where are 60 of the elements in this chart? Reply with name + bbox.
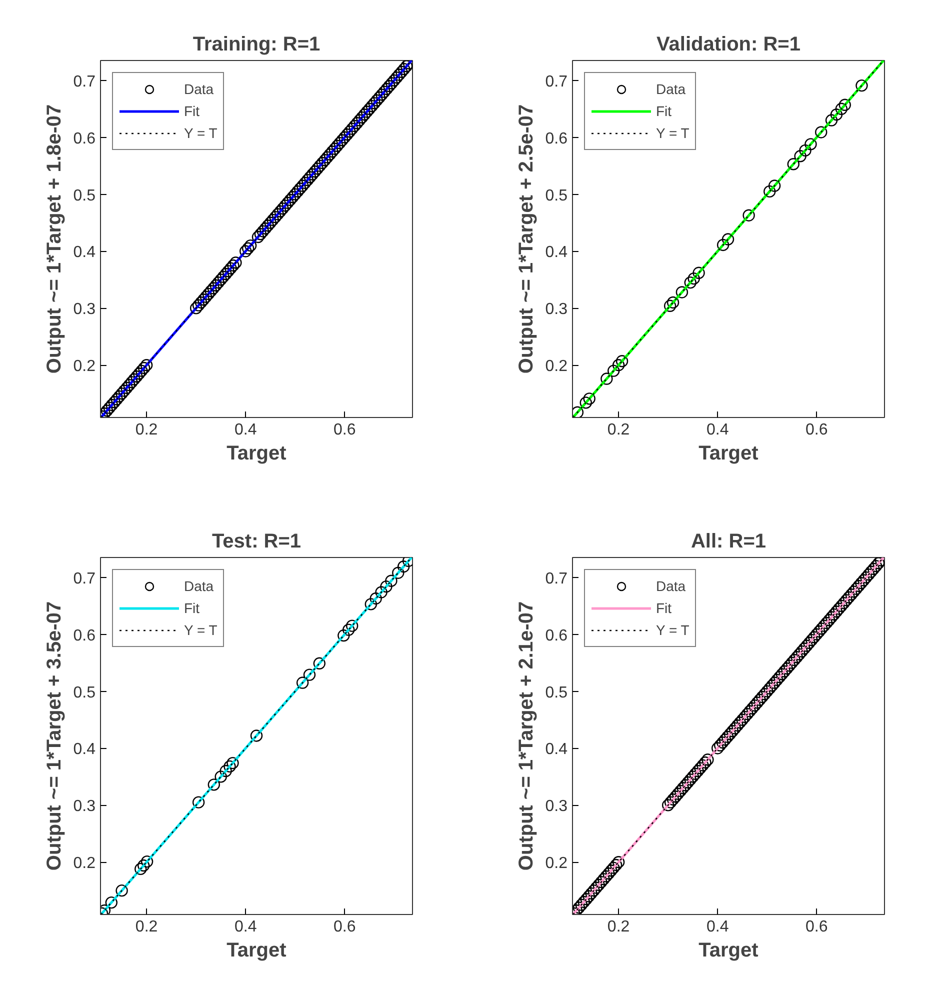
x-axis-title: Target bbox=[226, 940, 287, 962]
y-tick-label: 0.5 bbox=[545, 187, 568, 204]
y-tick-label: 0.6 bbox=[545, 627, 568, 644]
legend-label: Data bbox=[184, 81, 214, 97]
legend-label: Y = T bbox=[656, 622, 690, 638]
y-tick-label: 0.7 bbox=[73, 570, 96, 588]
y-tick-label: 0.3 bbox=[545, 798, 568, 816]
x-tick-label: 0.2 bbox=[607, 918, 630, 936]
y-tick-label: 0.7 bbox=[545, 570, 568, 588]
y-tick-label: 0.2 bbox=[545, 855, 568, 872]
x-tick-label: 0.2 bbox=[135, 918, 158, 936]
chart-title: Test: R=1 bbox=[212, 530, 302, 552]
legend-label: Data bbox=[656, 81, 686, 97]
x-tick-label: 0.6 bbox=[806, 918, 828, 936]
legend-label: Fit bbox=[656, 103, 673, 119]
x-axis-title: Target bbox=[698, 940, 759, 962]
legend-label: Y = T bbox=[656, 125, 690, 141]
x-tick-label: 0.4 bbox=[706, 918, 729, 936]
y-tick-label: 0.5 bbox=[73, 684, 96, 702]
x-tick-label: 0.2 bbox=[607, 422, 630, 438]
x-axis-title: Target bbox=[698, 442, 759, 464]
y-axis-title: Output ~= 1*Target + 3.5e-07 bbox=[43, 601, 66, 871]
y-tick-label: 0.6 bbox=[73, 627, 96, 644]
y-tick-label: 0.4 bbox=[73, 741, 96, 758]
x-tick-label: 0.4 bbox=[234, 422, 257, 438]
y-axis-title: Output ~= 1*Target + 2.1e-07 bbox=[515, 601, 538, 871]
x-tick-label: 0.6 bbox=[806, 422, 828, 438]
y-tick-label: 0.2 bbox=[73, 855, 96, 872]
y-tick-label: 0.2 bbox=[545, 358, 568, 376]
legend-label: Y = T bbox=[184, 125, 218, 141]
y-tick-label: 0.2 bbox=[73, 358, 96, 376]
y-tick-label: 0.5 bbox=[545, 684, 568, 702]
chart-title: All: R=1 bbox=[690, 530, 766, 552]
legend-label: Fit bbox=[184, 103, 201, 119]
y-tick-label: 0.5 bbox=[73, 187, 96, 204]
legend-label: Fit bbox=[184, 600, 201, 616]
y-tick-label: 0.7 bbox=[73, 73, 96, 90]
y-tick-label: 0.3 bbox=[545, 301, 568, 318]
legend-label: Data bbox=[656, 578, 686, 594]
legend-label: Fit bbox=[656, 600, 673, 616]
y-axis-title: Output ~= 1*Target + 1.8e-07 bbox=[43, 104, 66, 374]
legend-label: Y = T bbox=[184, 622, 218, 638]
y-tick-label: 0.4 bbox=[545, 244, 568, 262]
x-tick-label: 0.4 bbox=[706, 422, 729, 438]
y-tick-label: 0.6 bbox=[545, 130, 568, 148]
y-tick-label: 0.3 bbox=[73, 798, 96, 816]
y-tick-label: 0.4 bbox=[73, 244, 96, 262]
x-tick-label: 0.2 bbox=[135, 422, 158, 438]
x-tick-label: 0.6 bbox=[334, 422, 356, 438]
y-axis-title: Output ~= 1*Target + 2.5e-07 bbox=[515, 104, 538, 374]
legend-label: Data bbox=[184, 578, 214, 594]
y-tick-label: 0.3 bbox=[73, 301, 96, 318]
chart-title: Validation: R=1 bbox=[656, 34, 800, 56]
y-tick-label: 0.6 bbox=[73, 130, 96, 148]
x-axis-title: Target bbox=[226, 442, 287, 464]
x-tick-label: 0.6 bbox=[334, 918, 356, 936]
chart-title: Training: R=1 bbox=[192, 34, 320, 56]
y-tick-label: 0.7 bbox=[545, 73, 568, 90]
y-tick-label: 0.4 bbox=[545, 741, 568, 758]
x-tick-label: 0.4 bbox=[234, 918, 257, 936]
